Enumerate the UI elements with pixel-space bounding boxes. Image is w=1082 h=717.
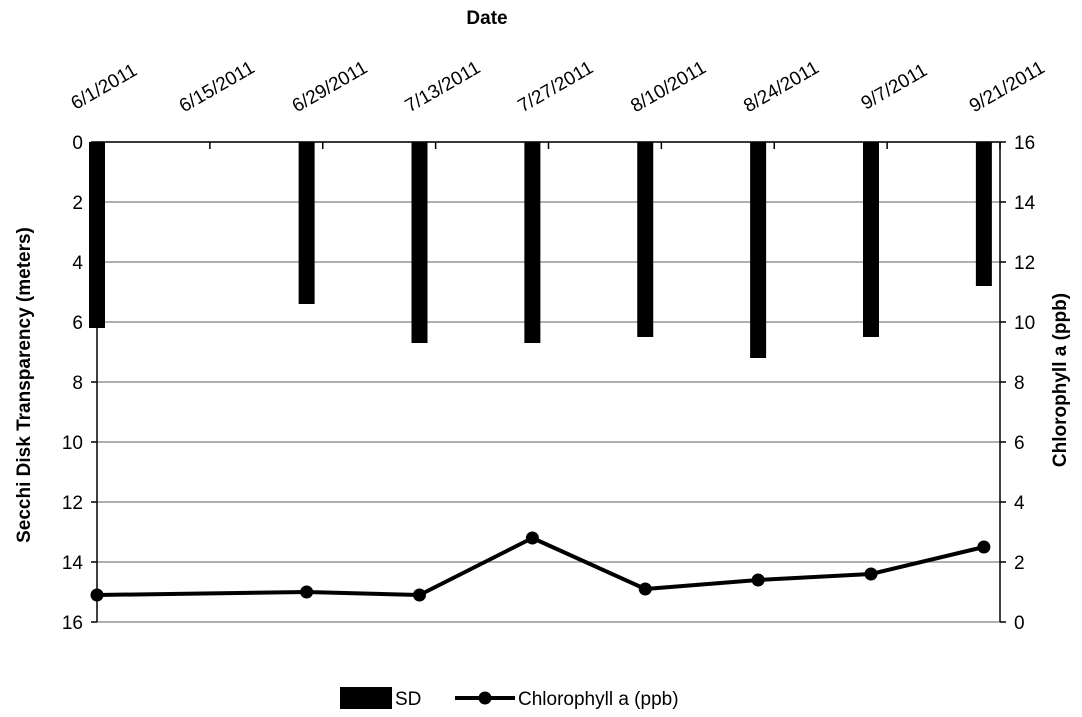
x-tick-label: 6/15/2011: [176, 57, 258, 117]
axes: [91, 141, 1006, 623]
chlorophyll-point: [638, 582, 652, 596]
chlorophyll-point: [751, 573, 765, 587]
legend-sd-swatch: [340, 687, 392, 709]
y-right-tick-label: 8: [1014, 373, 1025, 394]
sd-bars: [89, 142, 992, 358]
y-right-tick-label: 12: [1014, 253, 1035, 274]
y-left-tick-label: 6: [72, 313, 83, 334]
y-right-tick-label: 2: [1014, 553, 1025, 574]
y-right-axis-title: Chlorophyll a (ppb): [1050, 293, 1071, 467]
legend-chlorophyll-marker: [478, 691, 492, 705]
chlorophyll-point: [300, 585, 314, 599]
y-left-tick-label: 10: [62, 433, 83, 454]
y-right-tick-label: 0: [1014, 613, 1025, 634]
legend-chlorophyll-label: Chlorophyll a (ppb): [518, 689, 679, 710]
y-right-tick-label: 10: [1014, 313, 1035, 334]
y-left-tick-label: 12: [62, 493, 83, 514]
chlorophyll-line: [90, 531, 991, 602]
y-left-tick-label: 4: [72, 253, 83, 274]
y-right-tick-label: 16: [1014, 133, 1035, 154]
x-tick-label: 6/1/2011: [68, 60, 141, 114]
x-tick-label: 7/13/2011: [402, 57, 484, 117]
chlorophyll-point: [413, 588, 426, 602]
y-left-tick-label: 8: [72, 373, 83, 394]
sd-bar: [863, 142, 879, 337]
sd-bar: [411, 142, 428, 343]
y-right-tick-label: 6: [1014, 433, 1025, 454]
x-tick-label: 7/27/2011: [515, 57, 597, 117]
legend-sd-label: SD: [395, 689, 421, 710]
y-left-axis-title: Secchi Disk Transparency (meters): [14, 227, 35, 543]
y-left-tick-label: 16: [62, 613, 83, 634]
x-tick-label: 8/10/2011: [627, 57, 709, 117]
chlorophyll-series-line: [96, 536, 985, 597]
x-tick-label: 6/29/2011: [289, 57, 371, 117]
x-axis-title: Date: [466, 8, 507, 29]
chlorophyll-point: [90, 588, 104, 602]
y-left-tick-label: 14: [62, 553, 84, 574]
x-tick-label: 9/21/2011: [966, 57, 1048, 117]
sd-bar: [524, 142, 541, 343]
gridlines: [97, 141, 1000, 623]
sd-bar: [750, 142, 767, 358]
y-left-tick-label: 2: [72, 193, 83, 214]
sd-bar: [298, 142, 315, 304]
x-tick-label: 8/24/2011: [740, 57, 822, 117]
y-right-tick-label: 14: [1014, 193, 1036, 214]
legend: SD Chlorophyll a (ppb): [340, 687, 679, 710]
sd-bar: [975, 142, 992, 286]
chlorophyll-point: [525, 531, 539, 545]
chlorophyll-point: [864, 567, 878, 581]
y-right-tick-label: 4: [1014, 493, 1025, 514]
y-left-tick-label: 0: [72, 133, 83, 154]
sd-bar: [637, 142, 654, 337]
x-tick-label: 9/7/2011: [858, 60, 931, 114]
chlorophyll-point: [977, 540, 991, 554]
